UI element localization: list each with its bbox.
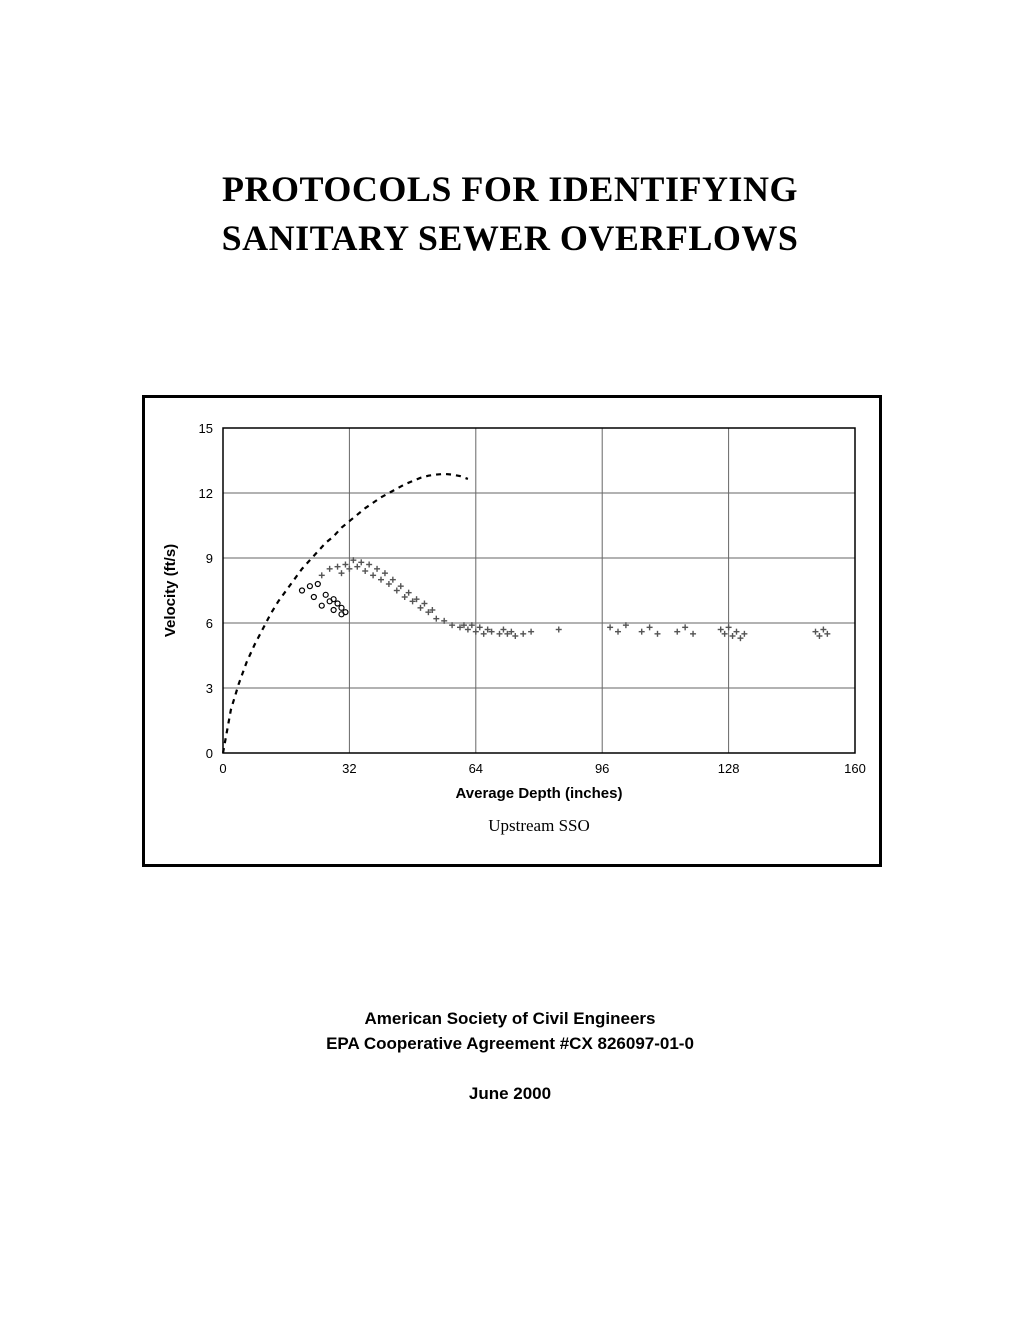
svg-text:32: 32 (342, 761, 356, 776)
svg-text:Upstream SSO: Upstream SSO (488, 816, 590, 835)
svg-text:128: 128 (718, 761, 740, 776)
svg-text:9: 9 (206, 551, 213, 566)
svg-text:12: 12 (199, 486, 213, 501)
title-block: PROTOCOLS FOR IDENTIFYING SANITARY SEWER… (0, 165, 1020, 262)
footer-date: June 2000 (0, 1084, 1020, 1104)
svg-text:0: 0 (206, 746, 213, 761)
title-line-1: PROTOCOLS FOR IDENTIFYING (0, 165, 1020, 214)
svg-text:0: 0 (219, 761, 226, 776)
title-line-2: SANITARY SEWER OVERFLOWS (0, 214, 1020, 263)
footer-org: American Society of Civil Engineers (0, 1007, 1020, 1032)
chart-frame: 0 32 64 96 128 160 0 3 6 9 12 15 Average Depth (inch… (142, 395, 882, 867)
svg-text:6: 6 (206, 616, 213, 631)
svg-text:Velocity (ft/s): Velocity (ft/s) (162, 544, 179, 637)
svg-text:64: 64 (469, 761, 483, 776)
svg-text:15: 15 (199, 421, 213, 436)
svg-text:Average Depth (inches): Average Depth (inches) (456, 785, 623, 802)
document-page: PROTOCOLS FOR IDENTIFYING SANITARY SEWER… (0, 0, 1020, 1320)
svg-text:160: 160 (844, 761, 866, 776)
footer-block: American Society of Civil Engineers EPA … (0, 1007, 1020, 1104)
svg-text:96: 96 (595, 761, 609, 776)
svg-text:3: 3 (206, 681, 213, 696)
footer-agreement: EPA Cooperative Agreement #CX 826097-01-… (0, 1032, 1020, 1057)
chart-svg: 0 32 64 96 128 160 0 3 6 9 12 15 Average Depth (inch… (145, 398, 879, 864)
